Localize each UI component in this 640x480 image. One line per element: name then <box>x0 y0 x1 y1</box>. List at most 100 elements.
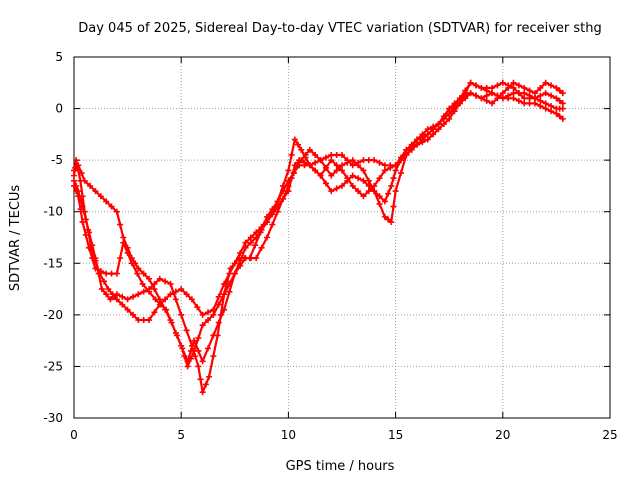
data-point <box>274 203 281 210</box>
data-point <box>339 167 345 174</box>
data-point <box>339 182 345 189</box>
data-point <box>328 157 335 164</box>
series-trace-3 <box>71 90 566 396</box>
data-point <box>298 157 305 164</box>
data-point <box>312 159 319 166</box>
data-point <box>71 172 77 179</box>
data-point <box>172 296 179 303</box>
data-point <box>462 87 469 94</box>
data-point <box>291 162 298 169</box>
data-point <box>381 198 388 205</box>
y-tick-label: -20 <box>43 308 63 322</box>
series-trace-4 <box>71 79 566 370</box>
x-tick-label: 20 <box>495 428 510 442</box>
data-point <box>231 260 238 267</box>
data-point <box>140 317 147 324</box>
data-point <box>156 275 163 282</box>
data-point <box>135 265 142 272</box>
data-point <box>263 234 270 241</box>
data-point <box>210 311 217 318</box>
data-point <box>269 221 276 228</box>
data-point <box>322 180 329 187</box>
data-point <box>510 95 517 102</box>
data-point <box>242 239 249 246</box>
data-point <box>531 95 538 102</box>
data-point <box>151 309 158 316</box>
data-point <box>548 102 555 109</box>
data-point <box>108 203 115 210</box>
data-point <box>81 177 88 184</box>
data-point <box>537 102 544 109</box>
data-point <box>381 167 388 174</box>
data-point <box>435 121 442 128</box>
data-point <box>451 105 458 112</box>
data-point <box>328 188 335 195</box>
data-point <box>333 167 340 174</box>
data-point <box>140 270 147 277</box>
data-point <box>135 317 142 324</box>
data-point <box>71 177 77 184</box>
chart-title: Day 045 of 2025, Sidereal Day-to-day VTE… <box>78 21 602 36</box>
data-point <box>355 188 362 195</box>
data-point <box>237 249 244 256</box>
data-point <box>365 188 372 195</box>
data-point <box>349 182 356 189</box>
data-point <box>499 95 506 102</box>
data-point <box>559 90 566 97</box>
data-point <box>339 162 345 169</box>
data-point <box>295 159 302 166</box>
data-point <box>195 363 202 370</box>
data-point <box>515 82 522 89</box>
data-point <box>376 175 383 182</box>
data-point <box>521 95 528 102</box>
data-point <box>473 92 479 99</box>
data-point <box>312 167 319 174</box>
data-point <box>103 291 110 298</box>
data-point <box>79 219 86 226</box>
data-point <box>355 159 362 166</box>
data-point <box>473 82 479 89</box>
y-tick-label: -15 <box>43 256 63 270</box>
data-point <box>226 280 233 287</box>
data-point <box>559 100 566 107</box>
data-point <box>390 175 397 182</box>
data-point <box>227 265 234 272</box>
data-point <box>333 162 340 169</box>
data-point <box>483 97 490 104</box>
data-point <box>156 296 163 303</box>
y-tick-label: -10 <box>43 205 63 219</box>
data-point <box>195 335 202 342</box>
data-point <box>79 203 86 210</box>
data-point <box>285 167 292 174</box>
data-point <box>349 157 356 164</box>
data-point <box>548 82 555 89</box>
data-point <box>124 306 131 313</box>
data-point <box>489 84 496 91</box>
data-point <box>206 373 213 380</box>
data-point <box>113 291 120 298</box>
data-point <box>403 151 410 158</box>
data-point <box>221 291 228 298</box>
data-point <box>241 255 248 262</box>
data-point <box>291 136 298 143</box>
data-point <box>548 92 555 99</box>
data-point <box>349 162 356 169</box>
data-point <box>202 381 209 388</box>
data-point <box>162 306 169 313</box>
data-point <box>419 136 426 143</box>
data-point <box>252 242 259 249</box>
data-point <box>312 151 319 158</box>
y-axis-label: SDTVAR / TECUs <box>8 185 23 292</box>
x-tick-label: 15 <box>388 428 403 442</box>
data-point <box>274 208 281 215</box>
data-point <box>192 353 199 360</box>
data-point <box>101 278 108 285</box>
data-point <box>199 358 206 365</box>
data-point <box>75 188 82 195</box>
data-point <box>430 123 437 130</box>
data-point <box>258 244 265 251</box>
data-point <box>344 157 351 164</box>
plot-frame <box>73 56 611 419</box>
data-point <box>87 182 94 189</box>
data-point <box>385 190 392 197</box>
